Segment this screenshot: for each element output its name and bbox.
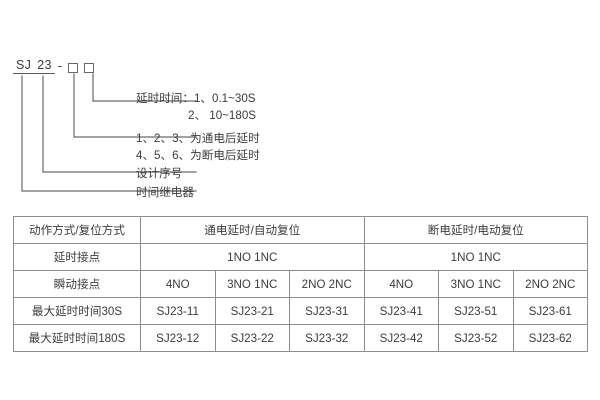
table-cell: 通电延时/自动复位 bbox=[140, 216, 365, 244]
table-cell: 1NO 1NC bbox=[363, 243, 589, 271]
table-row: 最大延时时间30S SJ23-11 SJ23-21 SJ23-31 SJ23-4… bbox=[13, 297, 589, 325]
model-code-box-2 bbox=[84, 63, 95, 73]
table-cell: 4NO bbox=[140, 270, 216, 298]
model-code-dash: - bbox=[57, 59, 63, 73]
table-cell: 瞬动接点 bbox=[13, 270, 141, 298]
specification-table: 动作方式/复位方式 通电延时/自动复位 断电延时/电动复位 延时接点 1NO 1… bbox=[13, 216, 589, 352]
model-code-series: 23 bbox=[34, 59, 55, 74]
legend-power-off-delay: 4、5、6、为断电后延时 bbox=[136, 149, 260, 162]
model-code-prefix: SJ bbox=[13, 59, 35, 74]
table-cell: 最大延时时间30S bbox=[13, 297, 141, 325]
legend-time-relay: 时间继电器 bbox=[136, 186, 194, 199]
leader-line-design-series bbox=[42, 75, 197, 173]
table-cell: SJ23-41 bbox=[363, 297, 440, 325]
legend-power-on-delay: 1、2、3、为通电后延时 bbox=[136, 132, 260, 145]
table-cell: 动作方式/复位方式 bbox=[13, 216, 141, 244]
table-cell: 2NO 2NC bbox=[512, 270, 589, 298]
table-cell: SJ23-52 bbox=[438, 324, 514, 352]
table-cell: 4NO bbox=[363, 270, 440, 298]
leader-line-time-relay bbox=[21, 75, 197, 192]
leader-line-contact-group bbox=[73, 73, 197, 138]
leader-line-delay-time bbox=[92, 73, 197, 102]
model-designation-diagram: SJ 23 - 延时时间：1、0.1~30S 2、 10~180S 1、2、3、… bbox=[13, 59, 260, 199]
table-cell: SJ23-21 bbox=[214, 297, 290, 325]
table-row: 延时接点 1NO 1NC 1NO 1NC bbox=[13, 243, 589, 271]
leader-lines-group bbox=[21, 73, 197, 192]
table-row: 最大延时时间180S SJ23-12 SJ23-22 SJ23-32 SJ23-… bbox=[13, 324, 589, 352]
table-cell: SJ23-32 bbox=[289, 324, 365, 352]
table-cell: SJ23-22 bbox=[214, 324, 290, 352]
table-cell: SJ23-12 bbox=[140, 324, 216, 352]
table-row: 动作方式/复位方式 通电延时/自动复位 断电延时/电动复位 bbox=[13, 216, 589, 244]
table-cell: 延时接点 bbox=[13, 243, 141, 271]
legend-delay-time-line-2: 2、 10~180S bbox=[188, 109, 257, 122]
table-cell: 2NO 2NC bbox=[289, 270, 365, 298]
table-cell: SJ23-31 bbox=[289, 297, 365, 325]
table-cell: SJ23-42 bbox=[363, 324, 440, 352]
model-code: SJ 23 - bbox=[13, 59, 97, 74]
table-cell: 3NO 1NC bbox=[214, 270, 290, 298]
legend-design-series: 设计序号 bbox=[136, 167, 183, 180]
table-cell: SJ23-62 bbox=[512, 324, 589, 352]
table-cell: SJ23-11 bbox=[140, 297, 216, 325]
table-cell: 断电延时/电动复位 bbox=[363, 216, 589, 244]
legend-delay-time-line-1: 延时时间：1、0.1~30S bbox=[136, 92, 256, 105]
table-cell: 1NO 1NC bbox=[140, 243, 365, 271]
table-cell: 最大延时时间180S bbox=[13, 324, 141, 352]
table-cell: 3NO 1NC bbox=[438, 270, 514, 298]
table-cell: SJ23-61 bbox=[512, 297, 589, 325]
model-code-box-1 bbox=[68, 63, 79, 73]
table-cell: SJ23-51 bbox=[438, 297, 514, 325]
table-row: 瞬动接点 4NO 3NO 1NC 2NO 2NC 4NO 3NO 1NC 2NO… bbox=[13, 270, 589, 298]
specification-table-container: 动作方式/复位方式 通电延时/自动复位 断电延时/电动复位 延时接点 1NO 1… bbox=[13, 216, 589, 352]
